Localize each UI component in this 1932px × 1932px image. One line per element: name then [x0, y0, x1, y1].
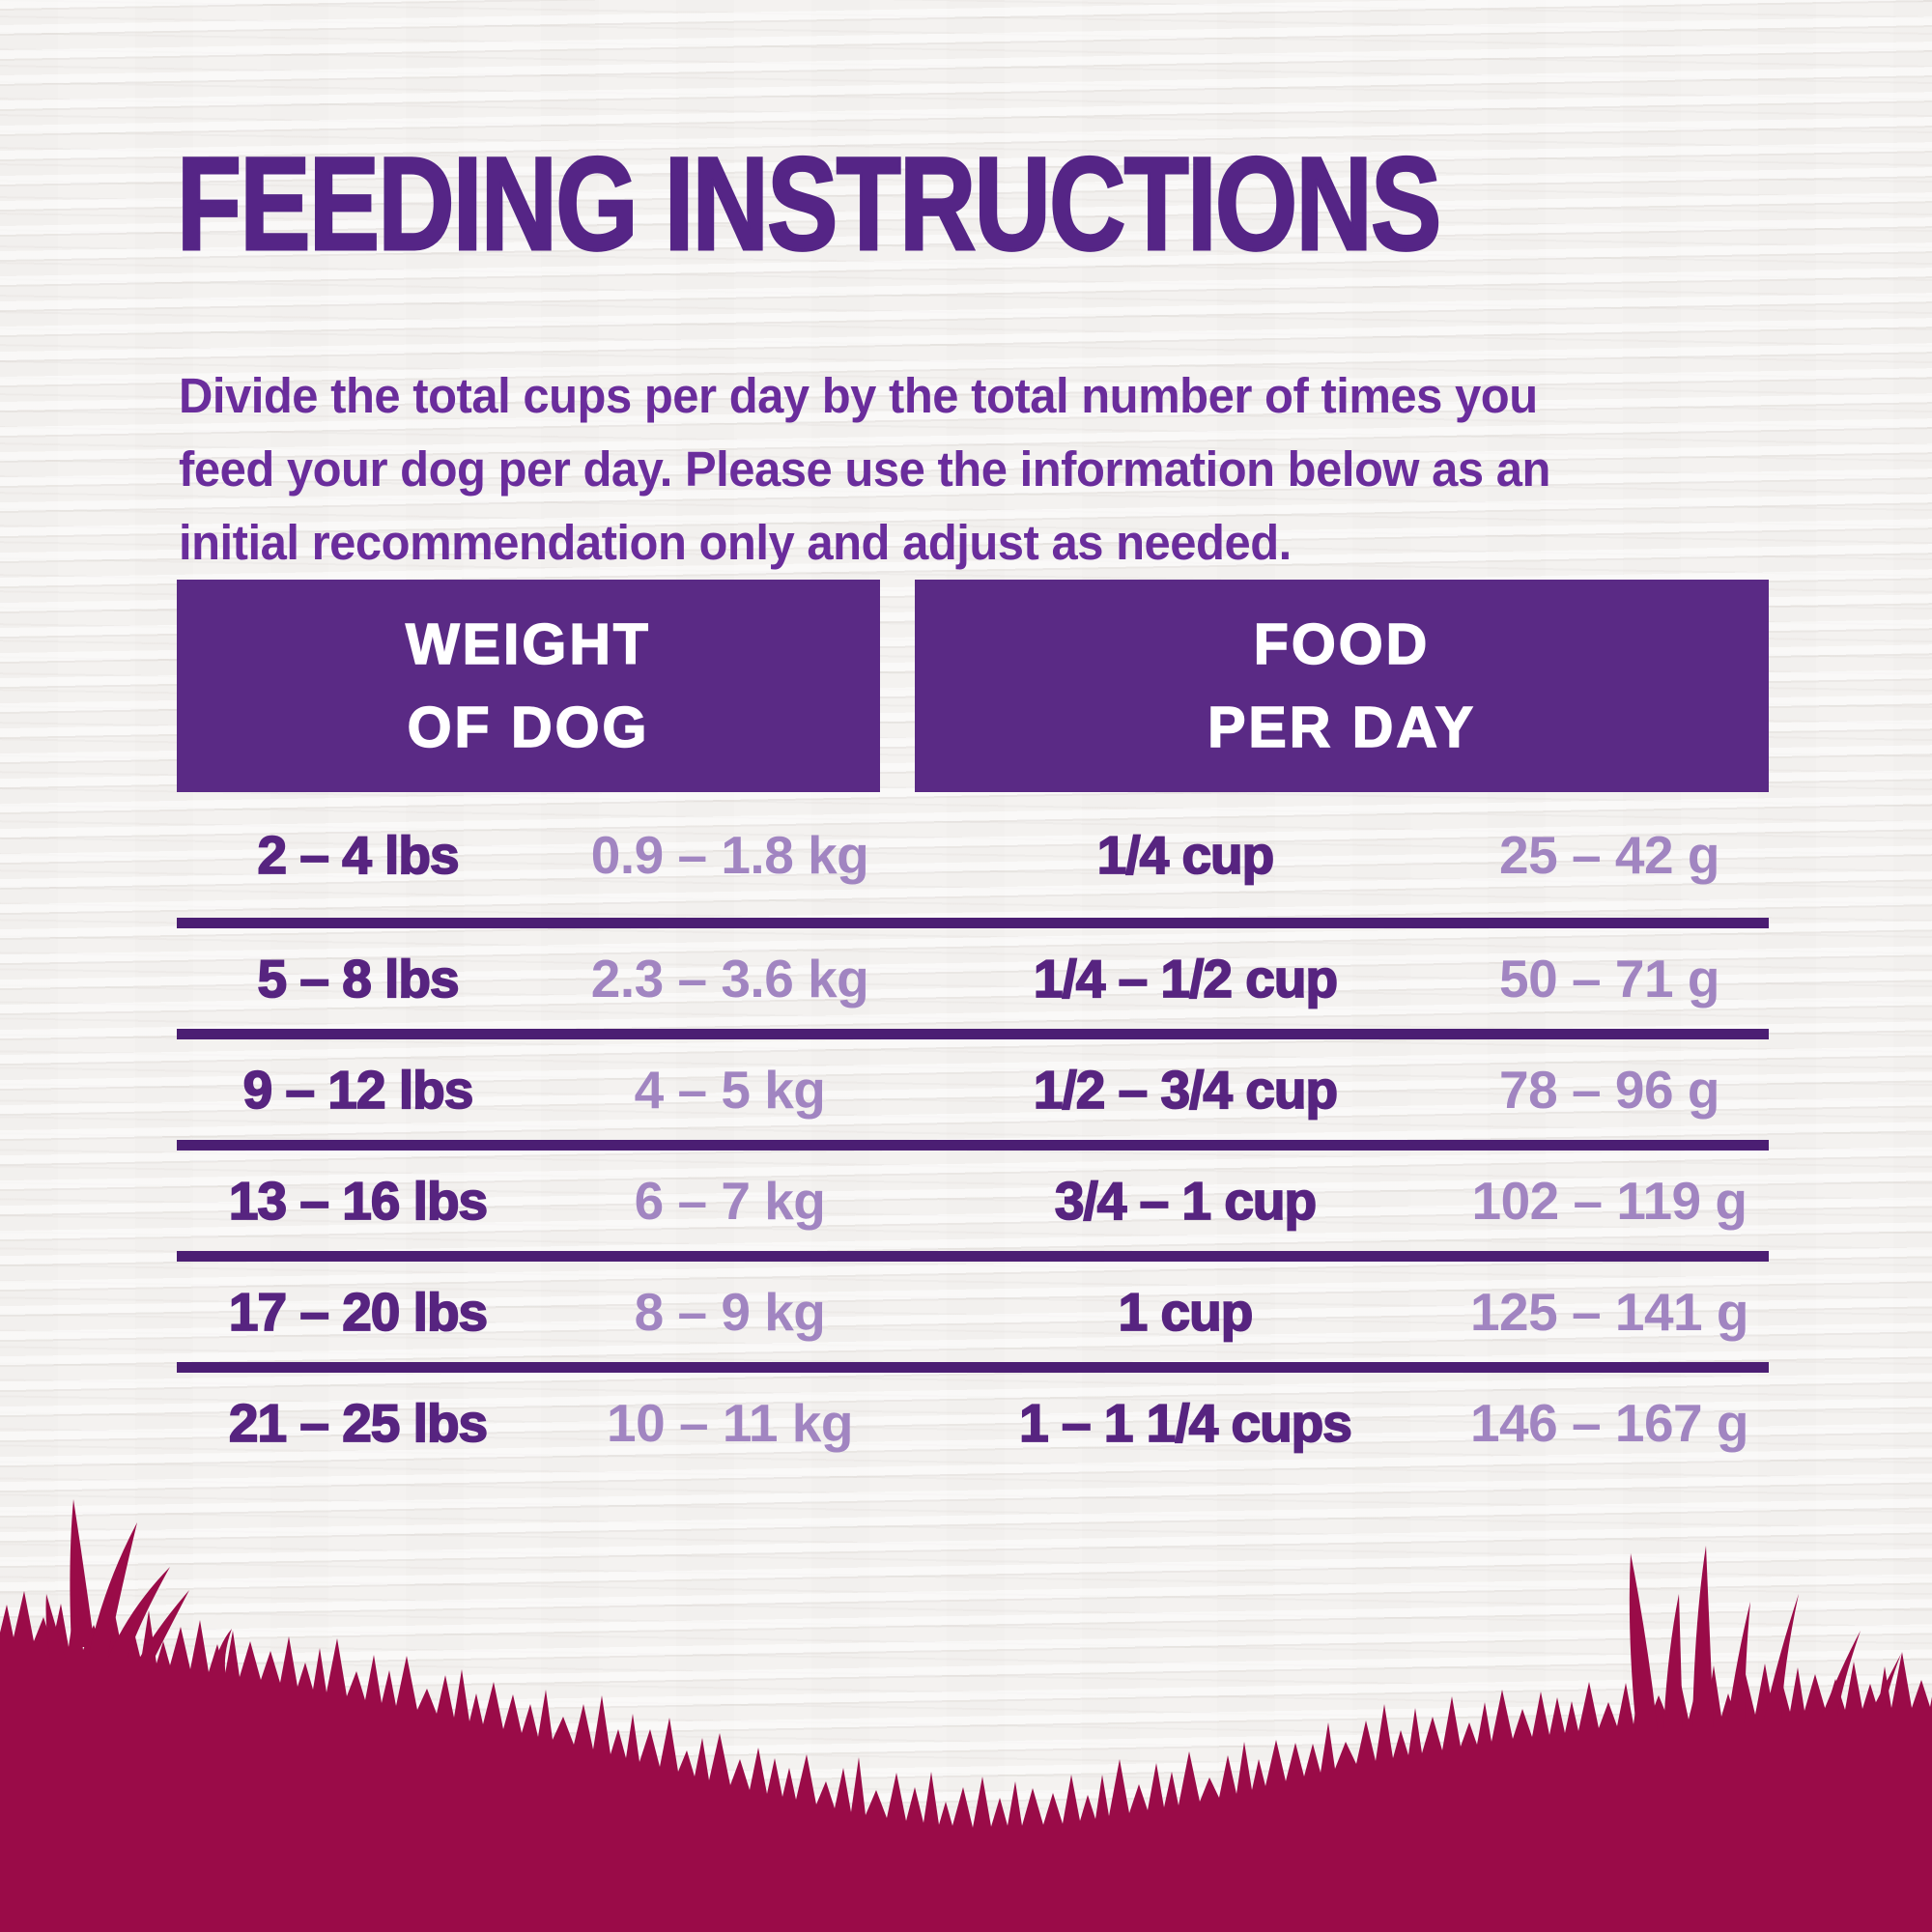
- table-header-food: FOOD PER DAY: [915, 580, 1769, 792]
- table-row: 13 – 16 lbs 6 – 7 kg 3/4 – 1 cup 102 – 1…: [177, 1151, 1769, 1251]
- cell-weight-kg: 0.9 – 1.8 kg: [590, 825, 869, 885]
- cell-food-grams: 146 – 167 g: [1469, 1393, 1749, 1453]
- cell-food-cups: 1/4 cup: [1096, 824, 1275, 886]
- intro-line-2: feed your dog per day. Please use the in…: [179, 441, 1550, 497]
- cell-weight-lbs: 2 – 4 lbs: [257, 824, 461, 886]
- cell-weight-lbs: 13 – 16 lbs: [228, 1170, 489, 1232]
- grass-blade-icon: [1870, 1654, 1901, 1714]
- table-row: 9 – 12 lbs 4 – 5 kg 1/2 – 3/4 cup 78 – 9…: [177, 1039, 1769, 1140]
- grass-blade-icon: [89, 1522, 137, 1654]
- grass-blade-icon: [211, 1629, 232, 1677]
- grass-blade-icon: [108, 1567, 170, 1658]
- row-divider: [177, 1029, 1769, 1039]
- cell-food-cups: 1/2 – 3/4 cup: [1033, 1059, 1339, 1121]
- cell-food-cups: 1 cup: [1118, 1281, 1254, 1343]
- intro-line-1: Divide the total cups per day by the tot…: [179, 368, 1538, 423]
- grass-blade-icon: [1663, 1594, 1683, 1729]
- grass-blade-icon: [135, 1590, 189, 1665]
- cell-food-cups: 1 – 1 1/4 cups: [1018, 1392, 1353, 1454]
- table-row: 17 – 20 lbs 8 – 9 kg 1 cup 125 – 141 g: [177, 1262, 1769, 1362]
- cell-food-grams: 78 – 96 g: [1499, 1060, 1719, 1120]
- grass-blade-icon: [1822, 1631, 1861, 1716]
- cell-food-grams: 25 – 42 g: [1499, 825, 1719, 885]
- grass-blade-icon: [1764, 1594, 1799, 1719]
- intro-line-3: initial recommendation only and adjust a…: [179, 515, 1292, 570]
- table-row: 21 – 25 lbs 10 – 11 kg 1 – 1 1/4 cups 14…: [177, 1373, 1769, 1473]
- table-header-weight: WEIGHT OF DOG: [177, 580, 880, 792]
- header-weight-line1: WEIGHT: [405, 611, 651, 677]
- cell-weight-kg: 10 – 11 kg: [607, 1393, 853, 1453]
- cell-weight-kg: 4 – 5 kg: [634, 1060, 826, 1120]
- header-food-line2: PER DAY: [1207, 695, 1476, 760]
- table-row: 2 – 4 lbs 0.9 – 1.8 kg 1/4 cup 25 – 42 g: [177, 792, 1769, 918]
- grass-ground: [0, 1591, 1932, 1932]
- cell-food-grams: 50 – 71 g: [1499, 949, 1719, 1009]
- cell-weight-lbs: 5 – 8 lbs: [257, 948, 461, 1009]
- row-divider: [177, 918, 1769, 928]
- intro-text: Divide the total cups per day by the tot…: [179, 359, 1607, 580]
- cell-weight-lbs: 9 – 12 lbs: [242, 1059, 474, 1121]
- grass-blade-icon: [45, 1594, 66, 1660]
- grass-blade-icon: [70, 1499, 95, 1647]
- cell-weight-kg: 8 – 9 kg: [634, 1282, 826, 1342]
- cell-weight-lbs: 17 – 20 lbs: [228, 1281, 489, 1343]
- table-header-row: WEIGHT OF DOG FOOD PER DAY: [177, 580, 1769, 792]
- header-food-line1: FOOD: [1253, 611, 1431, 677]
- row-divider: [177, 1251, 1769, 1262]
- table-row: 5 – 8 lbs 2.3 – 3.6 kg 1/4 – 1/2 cup 50 …: [177, 928, 1769, 1029]
- cell-food-cups: 3/4 – 1 cup: [1054, 1170, 1318, 1232]
- cell-food-grams: 102 – 119 g: [1471, 1171, 1747, 1231]
- header-weight-line2: OF DOG: [407, 695, 650, 760]
- cell-weight-kg: 6 – 7 kg: [634, 1171, 826, 1231]
- page-title: FEEDING INSTRUCTIONS: [176, 130, 1443, 278]
- cell-weight-kg: 2.3 – 3.6 kg: [590, 949, 869, 1009]
- row-divider: [177, 1362, 1769, 1373]
- cell-food-grams: 125 – 141 g: [1469, 1282, 1749, 1342]
- row-divider: [177, 1140, 1769, 1151]
- feeding-table: WEIGHT OF DOG FOOD PER DAY 2 – 4 lbs 0.9…: [177, 580, 1769, 1473]
- cell-food-cups: 1/4 – 1/2 cup: [1033, 948, 1339, 1009]
- grass-blade-icon: [1727, 1602, 1750, 1723]
- grass-silhouette: [0, 1499, 1932, 1932]
- grass-blade-icon: [1692, 1546, 1714, 1727]
- cell-weight-lbs: 21 – 25 lbs: [228, 1392, 489, 1454]
- grass-blade-icon: [1629, 1553, 1658, 1731]
